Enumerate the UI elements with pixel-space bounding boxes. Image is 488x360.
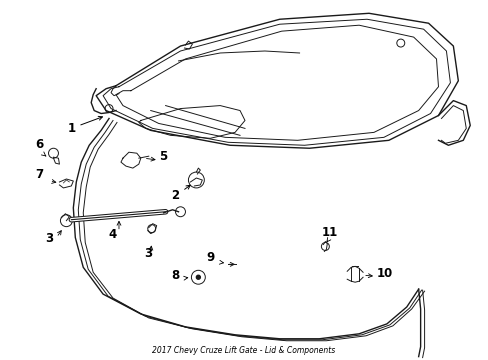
- Text: 11: 11: [321, 226, 337, 239]
- Text: 9: 9: [206, 251, 214, 264]
- Text: 10: 10: [376, 267, 392, 280]
- Text: 8: 8: [171, 269, 179, 282]
- Text: 7: 7: [36, 168, 43, 181]
- Text: 6: 6: [36, 138, 43, 151]
- Text: 3: 3: [45, 231, 54, 244]
- Circle shape: [196, 275, 200, 279]
- Text: 2017 Chevy Cruze Lift Gate - Lid & Components: 2017 Chevy Cruze Lift Gate - Lid & Compo…: [152, 346, 335, 355]
- Text: 1: 1: [67, 116, 102, 135]
- Text: 2: 2: [171, 185, 190, 202]
- Text: 3: 3: [144, 247, 152, 260]
- Text: 4: 4: [109, 228, 117, 240]
- Text: 5: 5: [158, 150, 166, 163]
